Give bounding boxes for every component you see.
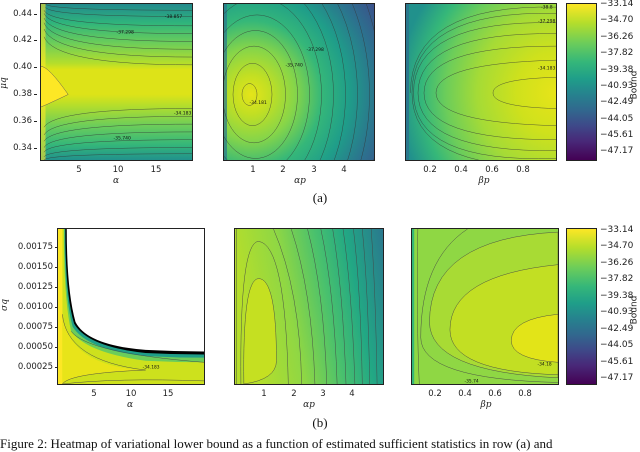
xtick: 15 xyxy=(162,389,174,399)
svg-text:-34.183: -34.183 xyxy=(143,364,160,370)
svg-text:-37.298: -37.298 xyxy=(307,47,324,53)
row-a-ylabel: μq xyxy=(0,77,9,89)
xlabel: αp xyxy=(303,400,315,410)
xtick: 15 xyxy=(150,165,162,175)
cb-tick: −44.05 xyxy=(600,340,634,350)
subfigure-label-a: (a) xyxy=(312,190,328,205)
cb-tick: −34.70 xyxy=(600,241,634,251)
cb-tick: −42.49 xyxy=(600,324,634,334)
xtick: 0.6 xyxy=(488,389,502,399)
cb-tick: −44.05 xyxy=(600,114,634,124)
ytick: 0.40 xyxy=(0,62,37,72)
svg-text:-35.740: -35.740 xyxy=(286,62,303,68)
xlabel: αp xyxy=(294,176,306,186)
svg-text:-34.183: -34.183 xyxy=(538,65,555,71)
xtick: 0.2 xyxy=(428,389,442,399)
ytick: 0.00150 xyxy=(9,262,58,272)
heatmap-a-betap: -38.8 -37.298 -34.183 xyxy=(405,3,557,161)
cb-tick: −47.17 xyxy=(600,373,634,383)
cb-tick: −33.14 xyxy=(600,0,634,9)
xtick: 3 xyxy=(320,389,326,399)
xtick: 3 xyxy=(311,165,317,175)
svg-text:-37.298: -37.298 xyxy=(538,19,555,25)
cb-tick: −45.61 xyxy=(600,130,634,140)
cb-tick: −39.38 xyxy=(600,65,634,75)
cb-tick: −36.26 xyxy=(600,258,634,268)
colorbar-label: Bound xyxy=(629,295,640,325)
colorbar-a xyxy=(566,3,597,161)
svg-text:-35.740: -35.740 xyxy=(113,136,131,142)
cb-tick: −40.93 xyxy=(600,81,634,91)
cb-tick: −37.82 xyxy=(600,274,634,284)
ytick: 0.00125 xyxy=(9,282,58,292)
heatmap-b-betap: -34.18 -35.74 xyxy=(411,228,559,385)
svg-text:-37.298: -37.298 xyxy=(117,30,135,36)
cb-tick: −47.17 xyxy=(600,146,634,156)
cb-tick: −39.38 xyxy=(600,291,634,301)
xtick: 0.8 xyxy=(518,389,532,399)
svg-text:-34.181: -34.181 xyxy=(250,100,267,106)
ytick: 0.00100 xyxy=(9,302,58,312)
xlabel: α xyxy=(126,400,134,410)
svg-text:-38.857: -38.857 xyxy=(165,14,183,20)
ytick: 0.00075 xyxy=(9,322,58,332)
colorbar-label: Bound xyxy=(629,70,640,100)
xtick: 10 xyxy=(112,165,124,175)
heatmap-b-alphap xyxy=(234,228,384,385)
xtick: 10 xyxy=(125,389,137,399)
cb-tick: −40.93 xyxy=(600,307,634,317)
svg-text:-38.8: -38.8 xyxy=(541,5,553,11)
heatmap-a-alphap: -34.181 -35.740 -37.298 xyxy=(223,3,375,161)
cb-tick: −33.14 xyxy=(600,225,634,235)
cb-tick: −37.82 xyxy=(600,48,634,58)
xlabel: βp xyxy=(480,400,492,410)
ytick: 0.42 xyxy=(0,35,37,45)
xlabel: βp xyxy=(478,176,490,186)
xtick: 1 xyxy=(250,165,256,175)
heatmap-a-alpha: -38.857 -37.298 -34.183 -35.740 xyxy=(40,3,193,161)
ytick: 0.44 xyxy=(0,9,37,19)
xtick: 4 xyxy=(341,165,347,175)
subfigure-label-b: (b) xyxy=(312,415,328,430)
cb-tick: −36.26 xyxy=(600,32,634,42)
xtick: 5 xyxy=(91,389,97,399)
svg-text:-34.18: -34.18 xyxy=(538,361,552,367)
ytick: 0.38 xyxy=(0,89,37,99)
xtick: 1 xyxy=(261,389,267,399)
colorbar-b xyxy=(566,228,597,385)
cb-tick: −42.49 xyxy=(600,97,634,107)
xlabel: α xyxy=(112,176,120,186)
ytick: 0.34 xyxy=(0,143,37,153)
cb-tick: −45.61 xyxy=(600,357,634,367)
heatmap-b-alpha: -34.183 xyxy=(57,228,205,385)
xtick: 0.6 xyxy=(485,165,499,175)
xtick: 2 xyxy=(280,165,286,175)
svg-text:-35.74: -35.74 xyxy=(465,378,479,384)
ytick: 0.00175 xyxy=(9,242,58,252)
cb-tick: −34.70 xyxy=(600,15,634,25)
svg-text:-34.183: -34.183 xyxy=(174,111,192,117)
figure-caption: Figure 2: Heatmap of variational lower b… xyxy=(0,436,553,451)
ytick: 0.00050 xyxy=(9,342,58,352)
xtick: 5 xyxy=(76,165,82,175)
xtick: 0.2 xyxy=(423,165,437,175)
xtick: 0.4 xyxy=(458,389,472,399)
ytick: 0.00025 xyxy=(9,362,58,372)
xtick: 2 xyxy=(291,389,297,399)
xtick: 0.8 xyxy=(516,165,530,175)
xtick: 0.4 xyxy=(454,165,468,175)
xtick: 4 xyxy=(349,389,355,399)
ytick: 0.36 xyxy=(0,116,37,126)
